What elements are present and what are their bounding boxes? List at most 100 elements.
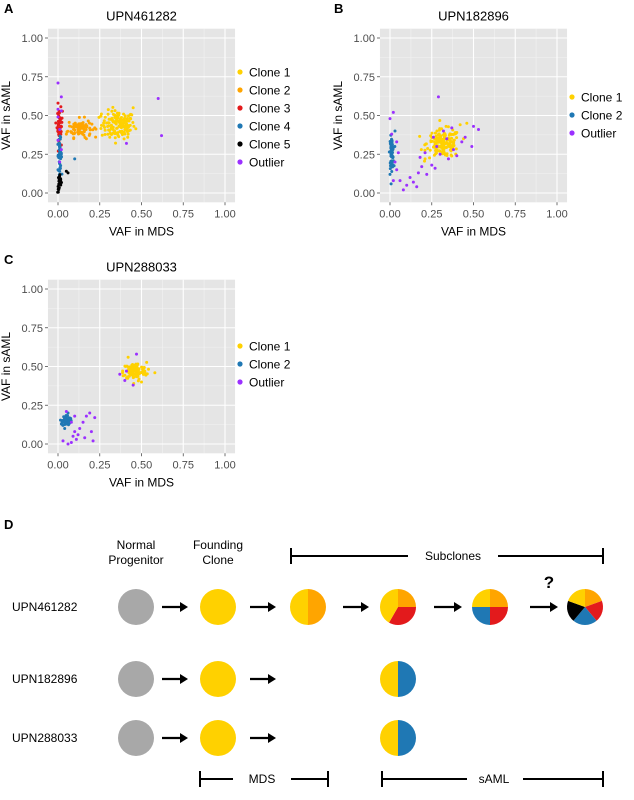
data-point <box>93 126 97 130</box>
legend-key <box>237 105 243 111</box>
data-point <box>111 112 115 116</box>
data-point <box>153 371 157 375</box>
data-point <box>59 105 63 109</box>
data-point <box>108 135 112 139</box>
x-tick-label: 0.00 <box>47 459 68 471</box>
pie-slice <box>398 661 416 697</box>
x-axis-label: VAF in MDS <box>441 224 506 238</box>
x-tick-label: 0.75 <box>173 459 194 471</box>
data-point <box>418 155 422 159</box>
data-point <box>395 140 399 144</box>
data-point <box>58 137 62 141</box>
data-point <box>109 126 113 130</box>
data-point <box>56 119 60 123</box>
x-tick-label: 0.00 <box>379 208 400 220</box>
data-point <box>81 420 85 424</box>
data-point <box>428 148 432 152</box>
data-point <box>392 164 396 168</box>
data-point <box>458 123 462 127</box>
arrow-head <box>180 733 188 743</box>
data-point <box>103 133 107 137</box>
data-point <box>63 427 67 430</box>
data-point <box>446 125 450 129</box>
data-point <box>114 116 118 120</box>
data-point <box>446 157 450 161</box>
x-tick-label: 0.75 <box>173 208 194 220</box>
series-clone-1 <box>418 119 469 163</box>
data-point <box>72 137 76 141</box>
data-point <box>102 124 106 128</box>
data-point <box>160 134 164 138</box>
data-point <box>433 166 437 170</box>
saml-label: sAML <box>479 772 510 786</box>
arrow-head <box>550 602 558 612</box>
data-point <box>115 126 119 130</box>
data-point <box>107 124 111 128</box>
x-tick-label: 1.00 <box>214 208 235 220</box>
pie-slice <box>472 589 490 607</box>
scatter-chart-upn288033: 0.00 0.00 0.25 0.25 0.50 0.50 0.75 0.75 1.00 1.00… <box>0 260 291 490</box>
data-point <box>91 439 95 443</box>
data-point <box>58 143 62 147</box>
data-point <box>82 130 86 134</box>
x-tick-label: 0.25 <box>89 208 110 220</box>
data-point <box>145 372 149 376</box>
pie-slice <box>490 607 508 625</box>
data-point <box>423 151 427 155</box>
data-point <box>87 121 91 125</box>
pie-slice <box>290 589 308 625</box>
data-point <box>54 121 58 125</box>
founding-clone-circle <box>200 720 236 756</box>
y-tick-label: 0.00 <box>22 188 43 200</box>
data-point <box>64 409 68 413</box>
x-tick-label: 0.50 <box>131 459 152 471</box>
legend-key <box>237 361 243 367</box>
data-point <box>430 131 434 135</box>
founding-clone-circle <box>200 661 236 697</box>
y-tick-label: 0.75 <box>22 72 43 84</box>
data-point <box>113 109 117 113</box>
data-point <box>64 418 68 422</box>
pie-slice <box>389 607 416 625</box>
arrows <box>162 602 558 743</box>
x-tick-label: 0.50 <box>131 208 152 220</box>
data-point <box>58 179 62 183</box>
data-point <box>432 144 436 148</box>
data-point <box>80 125 84 129</box>
data-point <box>124 364 128 368</box>
data-point <box>65 414 69 418</box>
data-point <box>388 167 392 171</box>
legend-entry: Clone 3 <box>249 102 291 116</box>
data-point <box>130 373 134 377</box>
data-point <box>72 125 76 129</box>
data-point <box>389 164 393 168</box>
legend-entry: Clone 1 <box>249 340 291 354</box>
data-point <box>420 165 424 169</box>
pie-slice <box>398 720 416 756</box>
y-tick-label: 0.00 <box>354 188 375 200</box>
arrow-head <box>268 733 276 743</box>
data-point <box>61 423 65 427</box>
data-point <box>398 179 402 183</box>
data-point <box>393 129 397 133</box>
legend-key <box>237 141 243 147</box>
data-point <box>135 373 139 377</box>
y-tick-label: 0.75 <box>22 323 43 335</box>
data-point <box>122 137 126 141</box>
legend-entry: Outlier <box>581 127 616 141</box>
normal-progenitor-circle <box>118 720 154 756</box>
data-point <box>59 157 63 161</box>
data-point <box>390 144 394 148</box>
data-point <box>119 119 123 123</box>
data-point <box>56 190 60 194</box>
data-point <box>425 172 429 176</box>
arrow-head <box>361 602 369 612</box>
legend-entry: Clone 5 <box>249 138 291 152</box>
data-point <box>57 182 61 186</box>
data-point <box>110 109 114 113</box>
data-point <box>451 148 455 152</box>
data-point <box>131 121 135 125</box>
data-point <box>137 377 141 381</box>
data-point <box>78 427 82 430</box>
